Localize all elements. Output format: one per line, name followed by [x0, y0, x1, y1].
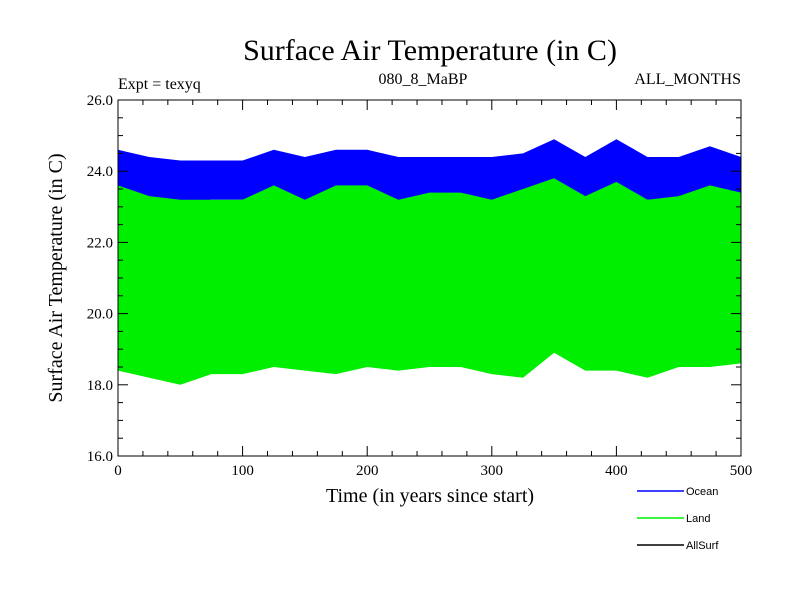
x-axis: 0 100 200 300 400 500	[114, 100, 752, 479]
chart-title: Surface Air Temperature (in C)	[243, 34, 617, 67]
y-tick-label: 22.0	[87, 235, 113, 251]
series-layer	[118, 139, 741, 385]
series-land-line	[118, 181, 741, 380]
x-tick-label: 400	[605, 463, 628, 479]
legend-label-ocean: Ocean	[686, 486, 718, 498]
y-tick-label: 20.0	[87, 307, 113, 323]
y-tick-label: 24.0	[87, 164, 113, 180]
y-tick-label: 26.0	[87, 93, 113, 109]
x-axis-label: Time (in years since start)	[326, 485, 534, 507]
x-tick-label: 0	[114, 463, 122, 479]
series-ocean-line	[118, 140, 741, 204]
x-tick-label: 300	[481, 463, 504, 479]
y-tick-label: 16.0	[87, 449, 113, 465]
y-axis-label: Surface Air Temperature (in C)	[45, 153, 67, 402]
y-tick-label: 18.0	[87, 378, 113, 394]
y-axis: 16.0 18.0 20.0 22.0 24.0 26.0	[87, 93, 741, 465]
legend: Ocean Land AllSurf	[637, 486, 719, 552]
experiment-label: Expt = texyq	[118, 76, 201, 93]
x-tick-label: 100	[231, 463, 254, 479]
x-tick-label: 500	[730, 463, 753, 479]
subtitle-right: ALL_MONTHS	[634, 71, 741, 88]
subtitle-center: 080_8_MaBP	[379, 71, 468, 88]
legend-label-land: Land	[686, 513, 710, 525]
legend-label-allsurf: AllSurf	[686, 540, 719, 552]
x-tick-label: 200	[356, 463, 379, 479]
